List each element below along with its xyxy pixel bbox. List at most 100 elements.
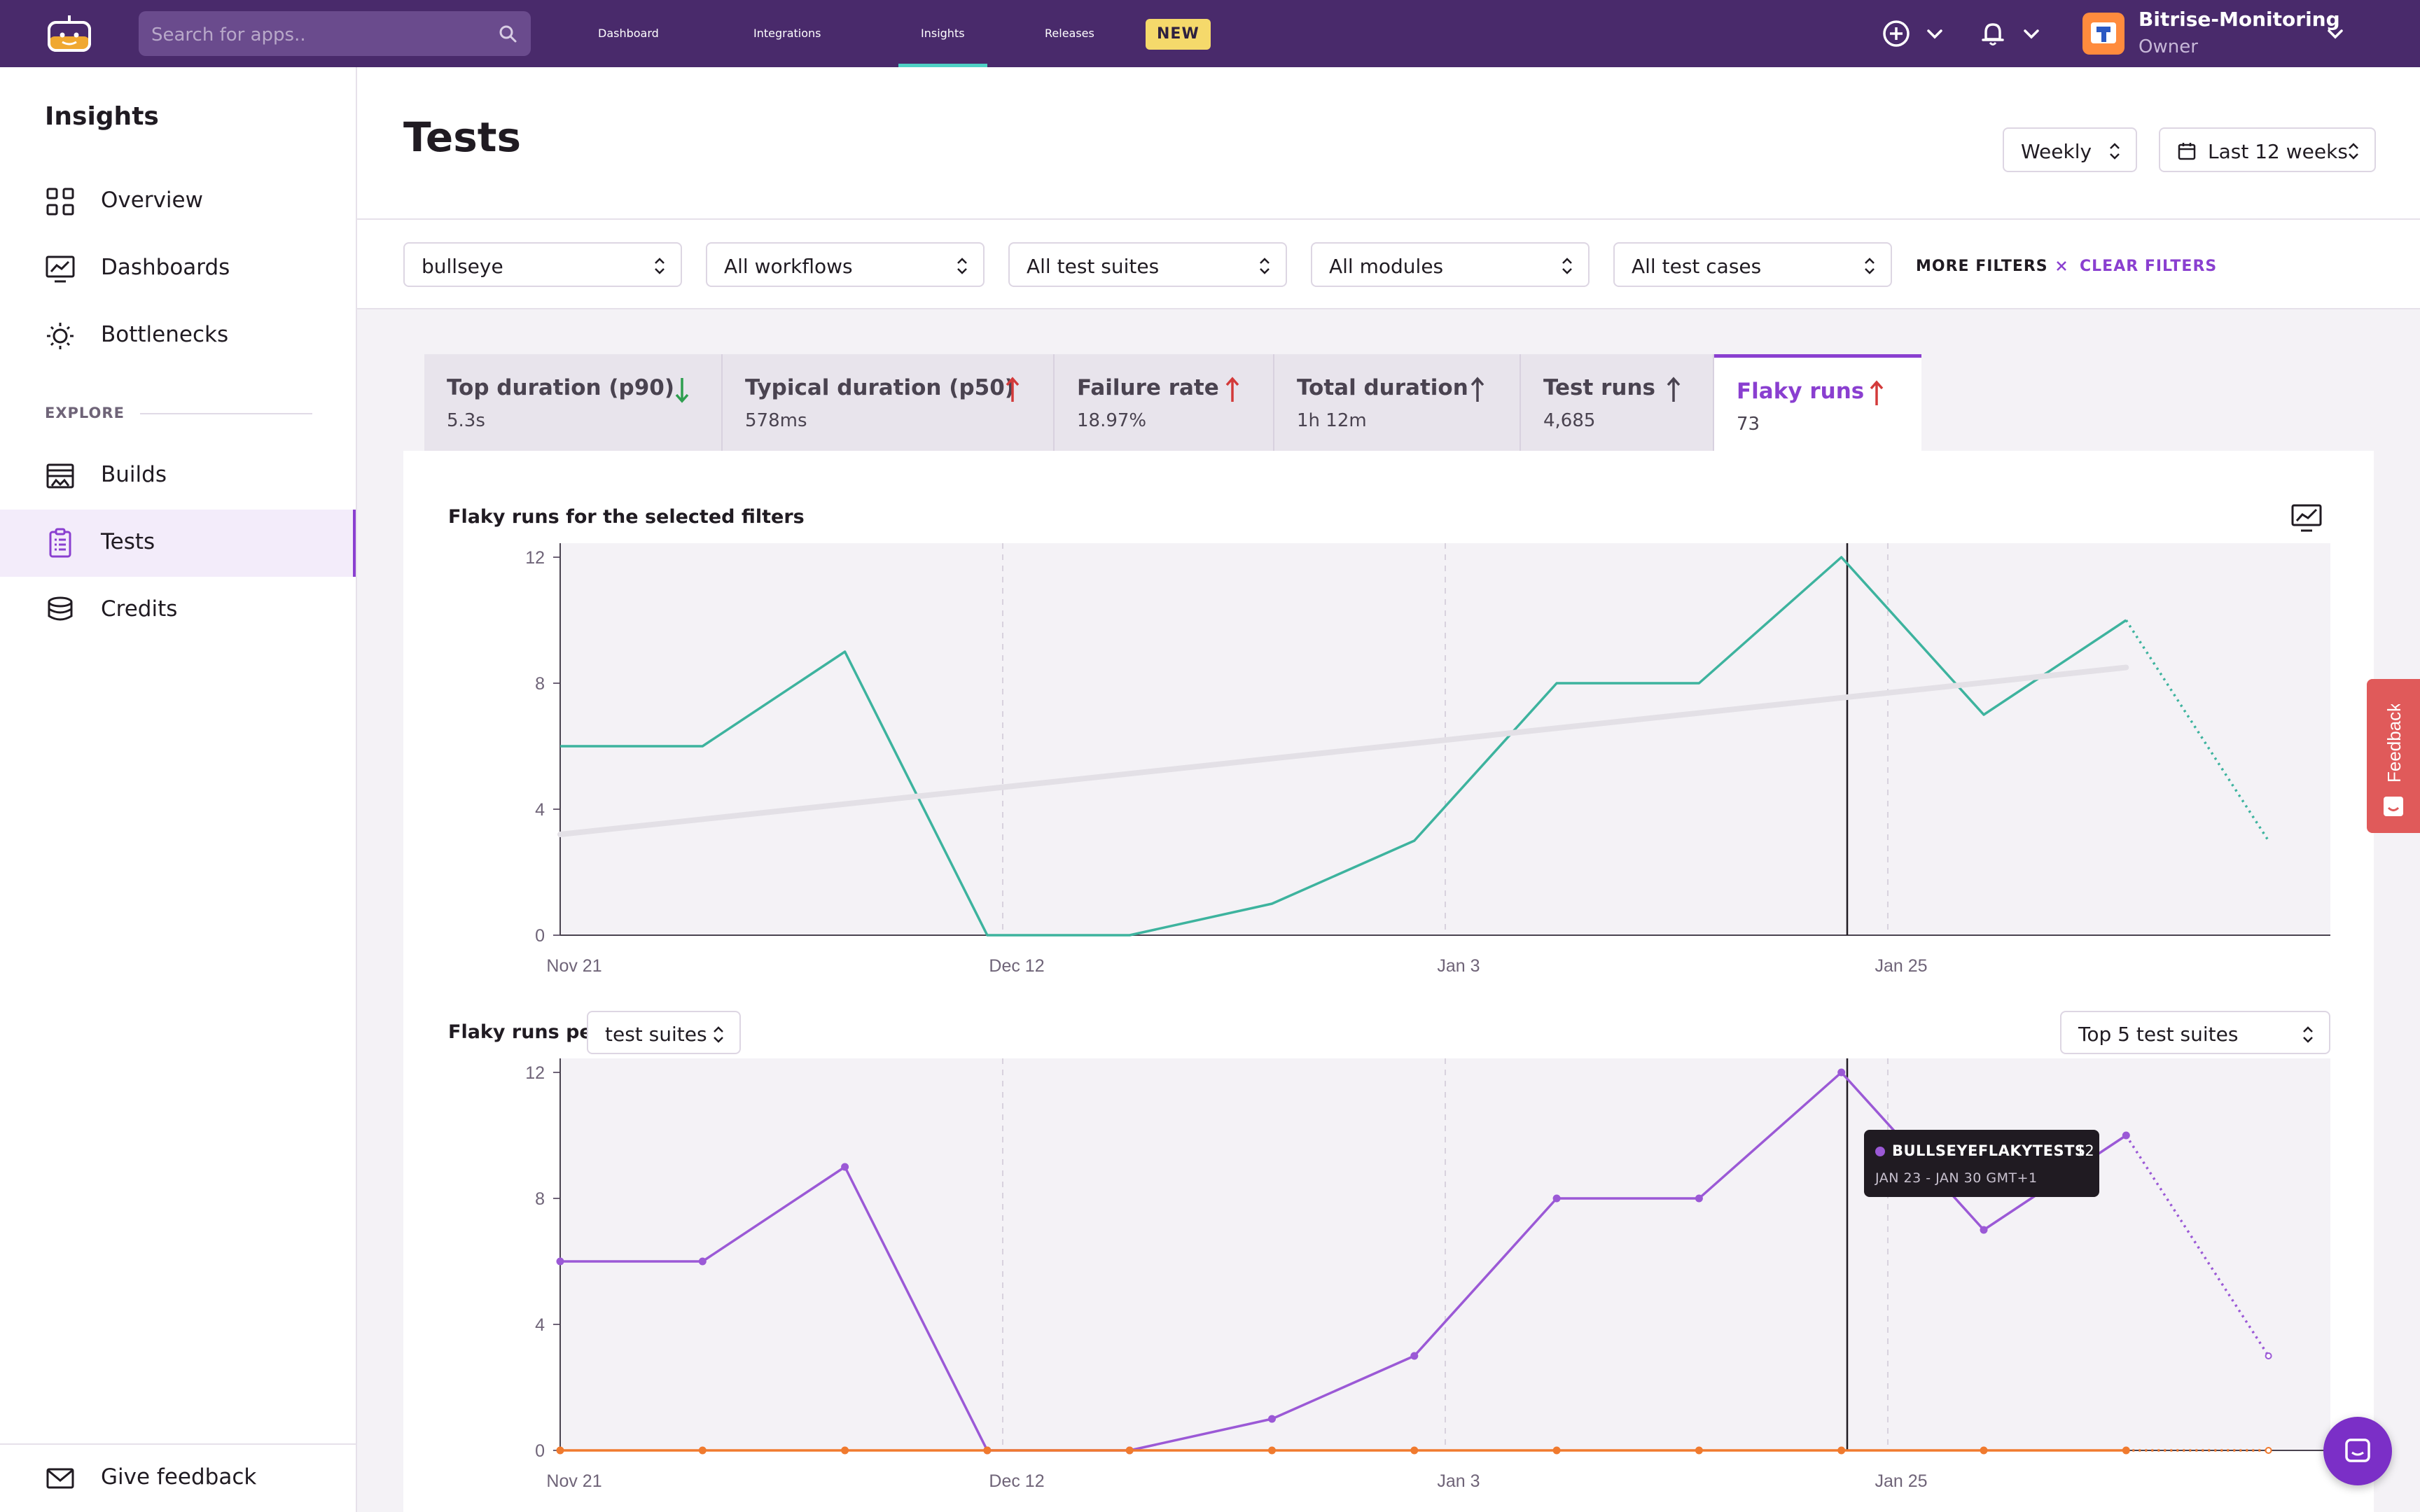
sort-arrows-icon [957, 258, 967, 274]
tab-label: Top duration (p90) [447, 375, 675, 400]
add-circle-icon[interactable] [1881, 18, 1912, 49]
arrow-up-icon [1006, 377, 1020, 402]
sidebar-item-builds[interactable]: Builds [0, 442, 356, 510]
chart-toggle-icon[interactable] [2290, 501, 2323, 535]
bitrise-logo-icon[interactable] [45, 13, 94, 55]
tab-value: 73 [1737, 414, 1760, 435]
tab-test-runs[interactable]: Test runs 4,685 [1521, 354, 1714, 451]
arrow-up-icon [1870, 380, 1884, 405]
arrow-up-icon [1470, 377, 1484, 402]
coins-icon [48, 596, 73, 621]
tab-failure-rate[interactable]: Failure rate 18.97% [1055, 354, 1274, 451]
svg-text:Feedback: Feedback [2384, 704, 2405, 783]
app-filter-select[interactable]: bullseye [403, 242, 682, 287]
sidebar-item-label: Tests [101, 529, 155, 554]
tab-total-duration[interactable]: Total duration 1h 12m [1274, 354, 1521, 451]
feedback-tab[interactable]: Feedback [2367, 679, 2420, 833]
sidebar-item-label: Bottlenecks [101, 322, 229, 347]
sidebar-item-label: Dashboards [101, 255, 230, 280]
clipboard-icon [49, 528, 71, 558]
tab-label: Failure rate [1077, 375, 1219, 400]
account-avatar[interactable] [2082, 13, 2125, 55]
tab-label: Test runs [1543, 375, 1655, 400]
search-placeholder: Search for apps.. [151, 24, 306, 46]
give-feedback-item[interactable]: Give feedback [0, 1443, 356, 1512]
test-suites-filter-select[interactable]: All test suites [1008, 242, 1287, 287]
chevron-down-icon[interactable] [2325, 18, 2346, 49]
account-name[interactable]: Bitrise-Monitoring [2139, 8, 2340, 31]
tab-value: 18.97% [1077, 410, 1147, 431]
sidebar-item-label: Overview [101, 188, 203, 213]
date-range-select[interactable]: Last 12 weeks [2159, 127, 2376, 172]
sort-arrows-icon [655, 258, 665, 274]
modules-filter-select[interactable]: All modules [1311, 242, 1590, 287]
sort-arrows-icon [1260, 258, 1270, 274]
page-header: Tests Weekly Last 12 weeks [357, 67, 2420, 220]
sidebar-item-dashboards[interactable]: Dashboards [0, 235, 356, 302]
chart2-title: Flaky runs per [448, 1021, 602, 1043]
tab-top-duration[interactable]: Top duration (p90) 5.3s [424, 354, 723, 451]
sidebar-item-overview[interactable]: Overview [0, 168, 356, 235]
filters-bar: bullseye All workflows All test suites A… [357, 220, 2420, 309]
tab-value: 4,685 [1543, 410, 1596, 431]
give-feedback-label: Give feedback [101, 1464, 257, 1490]
tooltip-value: 12 [2075, 1142, 2094, 1159]
series-dot [1875, 1147, 1885, 1156]
modules-filter-value: All modules [1329, 255, 1444, 278]
chart-monitor-icon [46, 255, 75, 283]
tab-value: 1h 12m [1297, 410, 1367, 431]
nav-integrations[interactable]: Integrations [753, 27, 821, 40]
builds-icon [46, 463, 74, 489]
test-cases-filter-select[interactable]: All test cases [1613, 242, 1892, 287]
group-by-select[interactable]: test suites [587, 1011, 741, 1054]
chart1-title: Flaky runs for the selected filters [448, 506, 805, 528]
nav-releases[interactable]: Releases [1045, 27, 1094, 40]
arrow-up-icon [1225, 377, 1239, 402]
chart-tooltip: BULLSEYEFLAKYTESTS 12 JAN 23 - JAN 30 GM… [1864, 1130, 2099, 1197]
new-badge: NEW [1146, 19, 1211, 50]
top-n-value: Top 5 test suites [2078, 1023, 2239, 1046]
tab-typical-duration[interactable]: Typical duration (p50) 578ms [723, 354, 1055, 451]
sort-arrows-icon [714, 1026, 723, 1043]
arrow-up-icon [1667, 377, 1681, 402]
sidebar-item-bottlenecks[interactable]: Bottlenecks [0, 302, 356, 370]
sidebar-item-credits[interactable]: Credits [0, 577, 356, 644]
app-search-input[interactable]: Search for apps.. [139, 11, 531, 56]
sort-arrows-icon [2303, 1026, 2313, 1043]
page-title: Tests [403, 113, 521, 161]
sidebar-item-tests[interactable]: Tests [0, 510, 356, 577]
chevron-down-icon[interactable] [2021, 18, 2042, 49]
bell-icon[interactable] [1977, 18, 2008, 49]
more-filters-button[interactable]: MORE FILTERS [1916, 258, 2048, 275]
account-role: Owner [2139, 36, 2198, 57]
close-icon[interactable] [2054, 259, 2068, 273]
chat-support-button[interactable] [2323, 1417, 2392, 1485]
chevron-down-icon[interactable] [1924, 18, 1945, 49]
sort-arrows-icon [1865, 258, 1875, 274]
grid-icon [46, 188, 74, 216]
search-icon [499, 25, 517, 43]
sidebar: Insights Overview Dashboards B [0, 67, 357, 1512]
tab-flaky-runs[interactable]: Flaky runs 73 [1714, 354, 1921, 451]
app-filter-value: bullseye [422, 255, 503, 278]
nav-insights[interactable]: Insights [898, 0, 987, 67]
sort-arrows-icon [2349, 143, 2358, 160]
top-n-select[interactable]: Top 5 test suites [2060, 1011, 2330, 1054]
tab-label: Total duration [1297, 375, 1468, 400]
sidebar-item-label: Builds [101, 462, 167, 487]
tab-label: Typical duration (p50) [745, 375, 1015, 400]
arrow-down-icon [675, 378, 689, 403]
test-suites-filter-value: All test suites [1027, 255, 1160, 278]
tab-value: 5.3s [447, 410, 485, 431]
tooltip-range: JAN 23 - JAN 30 GMT+1 [1875, 1170, 2038, 1186]
workflows-filter-select[interactable]: All workflows [706, 242, 985, 287]
tab-label: Flaky runs [1737, 379, 1865, 404]
workflows-filter-value: All workflows [724, 255, 853, 278]
nav-dashboard[interactable]: Dashboard [598, 27, 659, 40]
chart-panel [403, 451, 2374, 1512]
feedback-label: Feedback [2384, 704, 2405, 783]
clear-filters-button[interactable]: CLEAR FILTERS [2080, 258, 2218, 275]
sort-arrows-icon [2110, 143, 2120, 160]
workspace-logo-icon [2091, 22, 2116, 43]
period-select[interactable]: Weekly [2003, 127, 2137, 172]
